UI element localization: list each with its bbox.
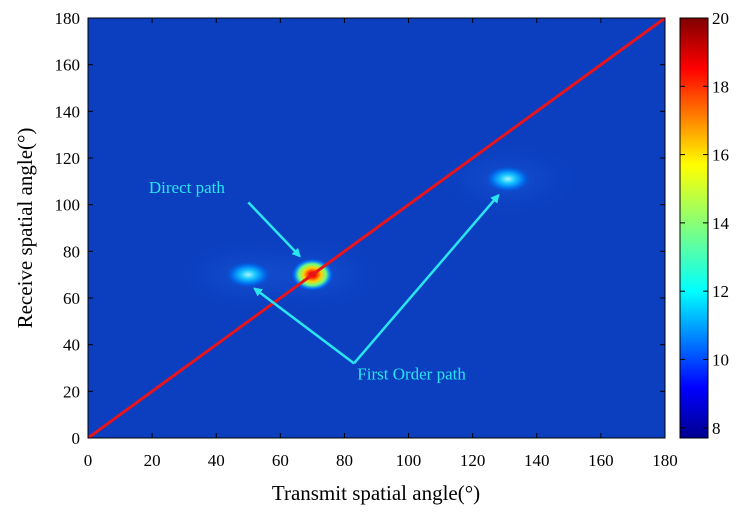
- y-axis-ticks: 0 20 40 60 80 100 120 140 160 180: [55, 9, 665, 448]
- annotation-label-0: Direct path: [149, 178, 225, 197]
- x-tick-label: 120: [460, 451, 486, 470]
- annotations-layer: Direct path First Order path: [149, 178, 500, 384]
- annotation-arrow-0-0: [247, 201, 301, 258]
- y-tick-label: 80: [63, 242, 80, 261]
- x-axis-ticks: 0 20 40 60 80 100 120 140 160 180: [84, 18, 678, 470]
- x-tick-label: 20: [144, 451, 161, 470]
- y-tick-label: 120: [55, 149, 81, 168]
- x-axis-title: Transmit spatial angle(°): [272, 481, 480, 505]
- x-tick-label: 60: [272, 451, 289, 470]
- colorbar-ticks: 8 10 12 14 16 18 20: [680, 9, 730, 438]
- plot-frame: [87, 17, 666, 439]
- colorbar-tick-label: 18: [712, 77, 729, 96]
- y-tick-label: 60: [63, 289, 80, 308]
- annotation-label-1: First Order path: [357, 365, 466, 384]
- y-tick-label: 140: [55, 102, 81, 121]
- x-tick-label: 100: [396, 451, 422, 470]
- diagonal-line: [88, 18, 665, 438]
- colorbar-tick-label: 12: [712, 282, 729, 301]
- y-axis-title: Receive spatial angle(°): [13, 128, 37, 329]
- x-tick-label: 140: [524, 451, 550, 470]
- y-tick-label: 160: [55, 56, 81, 75]
- y-tick-label: 20: [63, 382, 80, 401]
- x-tick-label: 40: [208, 451, 225, 470]
- diagonal-line-layer: [88, 18, 665, 438]
- colorbar-tick-label: 20: [712, 9, 729, 28]
- x-tick-label: 80: [336, 451, 353, 470]
- colorbar-tick-label: 10: [712, 350, 729, 369]
- x-tick-label: 160: [588, 451, 614, 470]
- annotation-arrow-1-1: [353, 193, 500, 365]
- y-tick-label: 0: [72, 429, 81, 448]
- colorbar: [679, 17, 709, 439]
- y-tick-label: 40: [63, 336, 80, 355]
- heatmap-peak-1: [224, 260, 273, 289]
- colorbar-tick-label: 16: [712, 146, 729, 165]
- colorbar-tick-label: 8: [712, 419, 721, 438]
- x-tick-label: 0: [84, 451, 93, 470]
- y-tick-label: 100: [55, 196, 81, 215]
- x-tick-label: 180: [652, 451, 678, 470]
- heatmap-peak-2: [483, 165, 532, 193]
- annotation-arrow-1-0: [253, 287, 355, 365]
- y-tick-label: 180: [55, 9, 81, 28]
- colorbar-tick-label: 14: [712, 214, 730, 233]
